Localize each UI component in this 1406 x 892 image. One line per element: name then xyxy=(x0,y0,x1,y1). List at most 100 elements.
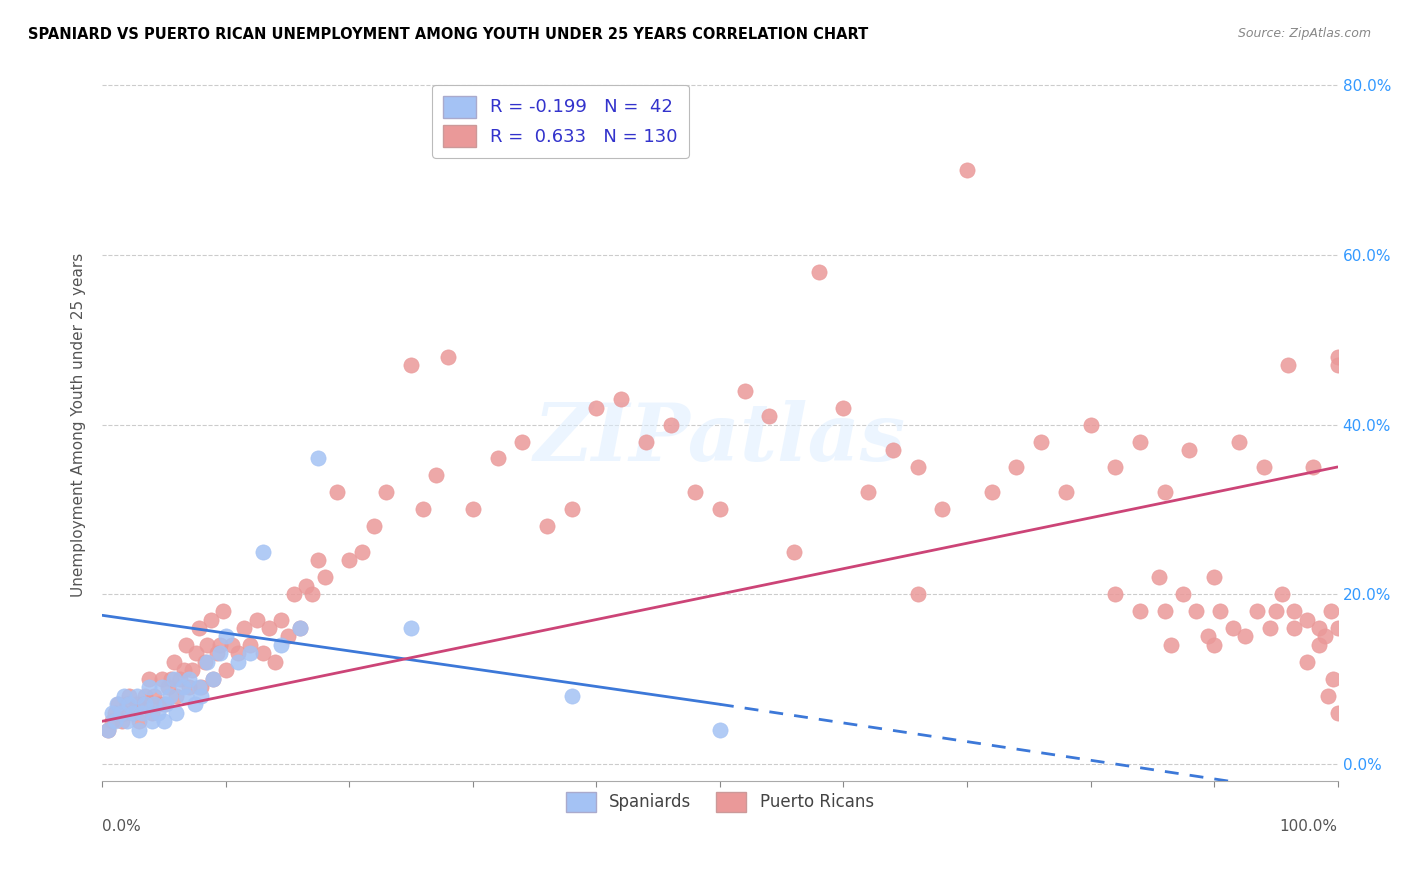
Point xyxy=(208,638,231,652)
Point xyxy=(187,621,209,635)
Point xyxy=(1160,638,1182,652)
Point xyxy=(1222,621,1244,635)
Point xyxy=(1295,655,1317,669)
Point xyxy=(1284,604,1306,618)
Point xyxy=(270,613,292,627)
Point xyxy=(1204,570,1226,584)
Point xyxy=(1104,587,1126,601)
Point xyxy=(111,714,134,729)
Point xyxy=(1178,442,1201,457)
Point xyxy=(283,587,305,601)
Point xyxy=(307,451,329,466)
Point xyxy=(980,485,1002,500)
Point xyxy=(118,689,141,703)
Point xyxy=(208,647,231,661)
Point xyxy=(105,698,128,712)
Point xyxy=(97,723,120,737)
Point xyxy=(634,434,657,449)
Point xyxy=(561,502,583,516)
Point xyxy=(1184,604,1206,618)
Point xyxy=(156,681,179,695)
Point xyxy=(758,409,780,423)
Point xyxy=(301,587,323,601)
Point xyxy=(190,681,212,695)
Point xyxy=(510,434,533,449)
Text: Source: ZipAtlas.com: Source: ZipAtlas.com xyxy=(1237,27,1371,40)
Point xyxy=(172,681,194,695)
Point xyxy=(1277,358,1299,372)
Point xyxy=(177,681,200,695)
Point xyxy=(233,621,256,635)
Point xyxy=(174,638,197,652)
Point xyxy=(288,621,311,635)
Point xyxy=(659,417,682,432)
Point xyxy=(326,485,349,500)
Point xyxy=(114,689,136,703)
Point xyxy=(194,655,217,669)
Point xyxy=(143,689,166,703)
Point xyxy=(683,485,706,500)
Point xyxy=(399,621,422,635)
Point xyxy=(150,681,173,695)
Point xyxy=(195,638,218,652)
Point xyxy=(153,714,176,729)
Point xyxy=(856,485,879,500)
Point xyxy=(832,401,855,415)
Point xyxy=(907,459,929,474)
Point xyxy=(412,502,434,516)
Point xyxy=(101,706,124,720)
Point xyxy=(1197,630,1219,644)
Point xyxy=(1054,485,1077,500)
Point xyxy=(221,638,243,652)
Point xyxy=(1129,604,1152,618)
Point xyxy=(1005,459,1028,474)
Point xyxy=(205,647,228,661)
Point xyxy=(734,384,756,398)
Point xyxy=(163,655,186,669)
Point xyxy=(174,689,197,703)
Point xyxy=(1233,630,1256,644)
Point xyxy=(122,706,145,720)
Point xyxy=(461,502,484,516)
Point xyxy=(187,681,209,695)
Point xyxy=(956,163,979,178)
Point xyxy=(122,706,145,720)
Point xyxy=(146,706,169,720)
Text: ZIPatlas: ZIPatlas xyxy=(534,400,905,477)
Point xyxy=(1264,604,1286,618)
Text: 0.0%: 0.0% xyxy=(103,819,141,834)
Point xyxy=(246,613,269,627)
Point xyxy=(118,698,141,712)
Point xyxy=(907,587,929,601)
Point xyxy=(97,723,120,737)
Point xyxy=(399,358,422,372)
Point xyxy=(270,638,292,652)
Point xyxy=(184,647,207,661)
Point xyxy=(134,689,156,703)
Point xyxy=(882,442,904,457)
Point xyxy=(486,451,509,466)
Point xyxy=(1308,638,1330,652)
Point xyxy=(252,647,274,661)
Point xyxy=(115,714,138,729)
Point xyxy=(1253,459,1275,474)
Point xyxy=(1326,706,1348,720)
Point xyxy=(1173,587,1195,601)
Point xyxy=(1129,434,1152,449)
Point xyxy=(141,714,163,729)
Point xyxy=(1153,604,1175,618)
Point xyxy=(195,655,218,669)
Point xyxy=(202,672,225,686)
Point xyxy=(103,706,125,720)
Point xyxy=(138,681,160,695)
Point xyxy=(200,613,222,627)
Point xyxy=(212,604,235,618)
Point xyxy=(125,689,148,703)
Point xyxy=(138,672,160,686)
Legend: Spaniards, Puerto Ricans: Spaniards, Puerto Ricans xyxy=(560,785,880,819)
Point xyxy=(1326,358,1348,372)
Point xyxy=(363,519,385,533)
Point xyxy=(190,689,212,703)
Point xyxy=(1104,459,1126,474)
Point xyxy=(1080,417,1102,432)
